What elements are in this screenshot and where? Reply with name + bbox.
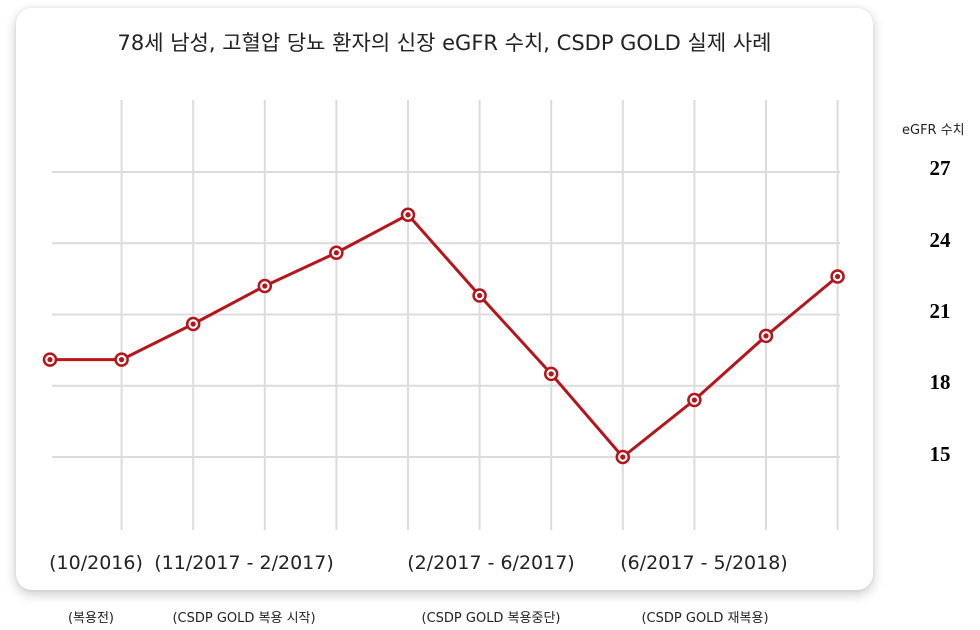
x-period-label: (2/2017 - 6/2017) [407,552,575,574]
y-tick-label: 15 [929,442,951,466]
series-points [42,207,845,465]
data-point [543,366,559,382]
x-phase-label: (CSDP GOLD 복용 시작) [172,611,316,626]
series-line-path [50,213,839,459]
data-point [830,269,845,284]
data-point [615,449,631,465]
data-point [329,245,344,260]
y-tick-label: 24 [929,228,951,252]
y-tick-label: 21 [929,299,951,323]
data-point [472,288,487,303]
series-line [50,213,839,459]
x-period-label: (10/2016) [49,552,143,574]
data-point [400,207,416,222]
chart-card [16,8,873,590]
x-phase-label: (CSDP GOLD 복용중단) [421,611,561,626]
x-period-label: (6/2017 - 5/2018) [620,552,788,574]
x-period-label: (11/2017 - 2/2017) [154,552,334,574]
data-point [687,392,702,408]
data-point [42,352,58,367]
x-phase-label: (CSDP GOLD 재복용) [641,611,769,626]
data-point [758,328,774,344]
y-tick-label: 27 [929,156,951,180]
chart-title: 78세 남성, 고혈압 당뇨 환자의 신장 eGFR 수치, CSDP GOLD… [117,31,772,55]
grid [52,100,840,530]
y-tick-label: 18 [929,370,951,394]
data-point [185,316,201,332]
data-point [257,278,273,294]
data-point [114,352,129,367]
x-phase-label: (복용전) [67,611,115,626]
y-axis-title: eGFR 수치 [902,123,965,138]
